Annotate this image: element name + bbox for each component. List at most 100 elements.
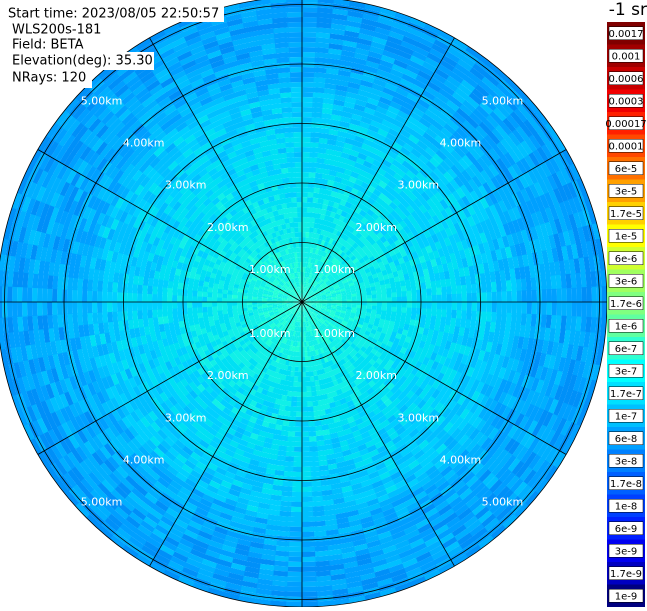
scan-cell — [301, 517, 313, 522]
scan-cell — [587, 302, 593, 318]
scan-cell — [311, 496, 323, 502]
scan-cell — [352, 296, 357, 299]
scan-cell — [301, 537, 315, 542]
scan-cell — [302, 87, 314, 92]
scan-cell — [302, 57, 316, 62]
scan-cell — [302, 137, 311, 142]
scan-cell — [290, 517, 302, 522]
scan-cell — [302, 12, 318, 18]
scan-cell — [302, 192, 308, 197]
scan-cell — [302, 202, 308, 207]
scan-cell — [296, 412, 303, 417]
scan-cell — [302, 382, 307, 387]
scan-cell — [312, 396, 318, 402]
scan-cell — [301, 482, 311, 487]
scan-cell — [302, 197, 308, 202]
scan-cell — [286, 577, 302, 582]
scan-cell — [307, 397, 313, 402]
scan-cell — [301, 522, 314, 527]
scan-cell — [293, 457, 302, 462]
scan-cell — [496, 281, 502, 293]
scan-cell — [278, 516, 291, 522]
scan-cell — [461, 285, 467, 295]
scan-cell — [426, 309, 432, 317]
scan-cell — [283, 471, 293, 477]
scan-cell — [291, 502, 303, 507]
scan-cell — [311, 391, 317, 397]
scan-cell — [362, 302, 367, 306]
scan-cell — [301, 547, 315, 552]
scan-cell — [313, 406, 320, 412]
scan-cell — [467, 293, 472, 303]
scan-cell — [302, 432, 310, 437]
scan-cell — [562, 302, 567, 317]
scan-cell — [302, 47, 316, 52]
scan-cell — [309, 446, 318, 452]
scan-cell — [451, 310, 457, 319]
scan-cell — [522, 302, 527, 315]
scan-cell — [302, 52, 316, 57]
scan-cell — [552, 302, 557, 316]
scan-cell — [302, 392, 307, 397]
scan-cell — [287, 557, 302, 562]
scan-cell — [301, 507, 313, 512]
scan-cell — [411, 308, 416, 315]
scan-cell — [301, 552, 315, 557]
scan-cell — [292, 472, 302, 477]
scan-cell — [517, 291, 522, 303]
scan-cell — [280, 496, 292, 502]
scan-cell — [301, 557, 316, 562]
scan-cell — [602, 302, 608, 319]
scan-cell — [426, 282, 432, 290]
scan-cell — [310, 152, 319, 158]
scan-cell — [511, 280, 517, 292]
scan-cell — [382, 302, 387, 307]
scan-cell — [402, 291, 407, 297]
scan-cell — [406, 308, 411, 314]
scan-cell — [352, 302, 357, 305]
scan-cell — [521, 314, 527, 327]
scan-cell — [302, 217, 307, 222]
scan-cell — [293, 452, 302, 457]
scan-cell — [312, 501, 324, 507]
scan — [0, 0, 607, 607]
scan-cell — [309, 157, 317, 163]
scan-cell — [306, 217, 311, 222]
scan-cell — [304, 347, 307, 352]
scan-cell — [507, 302, 512, 314]
scan-cell — [282, 481, 293, 487]
scan-cell — [278, 521, 291, 527]
scan-cell — [288, 542, 302, 547]
scan-cell — [281, 486, 292, 492]
scan-cell — [302, 37, 317, 42]
scan-cell — [477, 293, 482, 303]
scan-cell — [310, 471, 320, 477]
scan-cell — [310, 147, 319, 153]
scan-cell — [477, 302, 482, 312]
scan-cell — [286, 587, 302, 593]
scan-cell — [312, 401, 318, 407]
scan-cell — [301, 492, 312, 497]
scan-cell — [310, 466, 320, 472]
scan-cell — [302, 177, 309, 182]
scan-cell — [391, 287, 397, 293]
scan-cell — [302, 42, 317, 47]
scan-cell — [512, 291, 517, 303]
scan-cell — [309, 451, 318, 457]
scan-cell — [297, 382, 302, 387]
scan-cell — [401, 307, 407, 313]
scan-cell — [567, 302, 572, 317]
scan-cell — [285, 602, 302, 608]
scan-cell — [287, 436, 295, 442]
scan-cell — [497, 302, 502, 313]
scan-cell — [432, 295, 437, 303]
scan-cell — [302, 17, 318, 22]
scan-cell — [302, 122, 312, 127]
scan-cell — [401, 286, 407, 292]
scan-cell — [292, 467, 302, 472]
scan-cell — [427, 295, 432, 302]
scan-cell — [425, 315, 431, 323]
scan-cell — [396, 286, 402, 292]
scan-cell — [301, 582, 317, 587]
scan-cell — [397, 297, 402, 303]
